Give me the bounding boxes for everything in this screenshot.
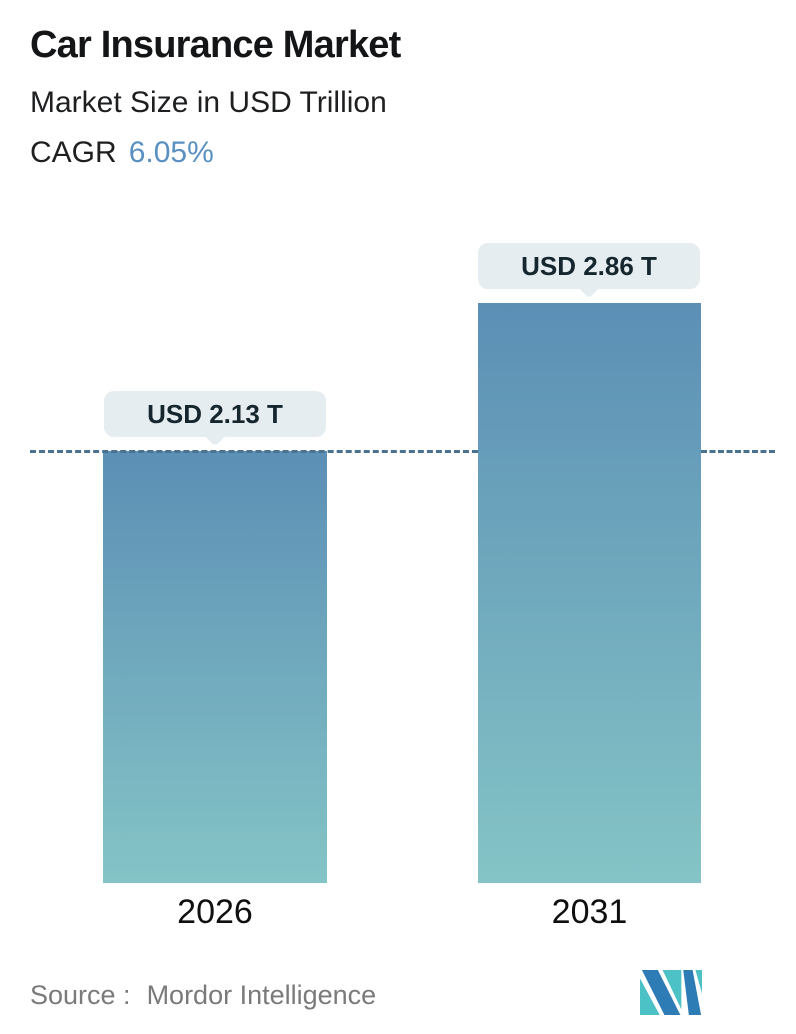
bar-2026[interactable] <box>103 451 327 883</box>
value-tooltip-2031: USD 2.86 T <box>478 243 700 289</box>
chart-subtitle: Market Size in USD Trillion <box>30 86 387 119</box>
value-label-2031: USD 2.86 T <box>521 250 657 281</box>
reference-dashed-line-right <box>701 450 775 453</box>
bar-2031[interactable] <box>478 303 701 883</box>
cagr-row: CAGR 6.05% <box>30 136 214 170</box>
source-label: Source : <box>30 980 131 1010</box>
mordor-intelligence-logo <box>640 969 702 1016</box>
value-tooltip-2026: USD 2.13 T <box>104 391 326 437</box>
page-title: Car Insurance Market <box>30 24 401 66</box>
x-axis-label-2031: 2031 <box>551 893 628 931</box>
x-axis-label-2026: 2026 <box>177 893 253 931</box>
value-label-2026: USD 2.13 T <box>147 398 283 429</box>
cagr-label: CAGR <box>30 136 117 169</box>
cagr-value: 6.05% <box>128 136 214 169</box>
source-attribution: Source : Mordor Intelligence <box>30 980 376 1011</box>
reference-dashed-line-left <box>30 450 478 453</box>
source-value: Mordor Intelligence <box>146 980 377 1010</box>
